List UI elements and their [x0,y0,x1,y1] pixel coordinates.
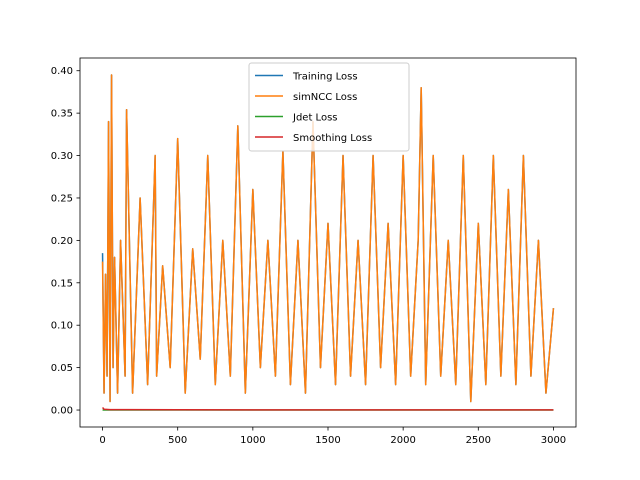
x-tick-label: 0 [99,435,105,446]
y-tick-label: 0.25 [51,193,73,204]
y-tick-label: 0.05 [51,363,73,374]
y-tick-label: 0.20 [51,236,73,247]
legend: Training Loss simNCC Loss Jdet Loss Smoothi… [248,62,410,152]
x-tick-label: 2000 [390,435,415,446]
legend-label-smoothing-loss: Smoothing Loss [293,133,372,144]
x-tick-label: 2500 [466,435,491,446]
series-line-simncc-loss [101,74,555,403]
y-tick-label: 0.15 [51,278,73,289]
y-tick-label: 0.00 [51,406,73,417]
series-layer [101,74,555,411]
series-line-smoothing-loss [101,406,554,411]
y-tick-label: 0.30 [51,151,73,162]
x-tick-label: 3000 [541,435,566,446]
x-tick-label: 1500 [315,435,340,446]
x-tick-label: 500 [168,435,187,446]
legend-box [248,62,410,152]
y-tick-label: 0.10 [51,321,73,332]
axes-layer: 0 500 1000 1500 2000 2500 3000 0.00 0.05 0.10 0.15… [51,57,577,446]
legend-label-simncc-loss: simNCC Loss [293,92,357,103]
y-tick-label: 0.35 [51,109,73,120]
y-tick-label: 0.40 [51,66,73,77]
legend-label-training-loss: Training Loss [292,72,358,83]
x-tick-label: 1000 [240,435,265,446]
legend-label-jdet-loss: Jdet Loss [292,113,337,124]
